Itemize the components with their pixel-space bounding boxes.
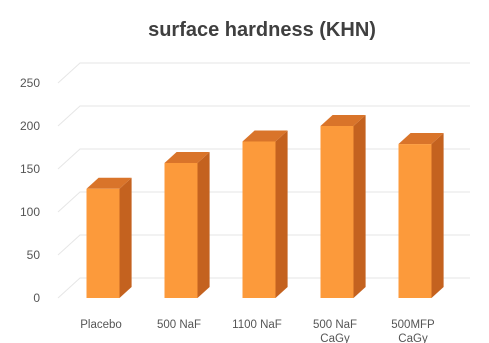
y-tick-label: 150 [20,162,40,176]
bar-side [120,178,132,298]
y-tick-label: 50 [27,248,41,262]
bars [87,115,444,298]
bar [87,178,132,298]
y-tick-label: 250 [20,76,40,90]
x-tick-label: 500MFP CaGy [391,319,435,343]
x-tick-label-line: CaGy [398,333,428,343]
x-tick-label-line: 500MFP [391,319,435,331]
bar-front [243,141,276,298]
y-axis-ticks: 0 50 100 150 200 250 [20,76,40,305]
bar-side [276,130,288,298]
chart-title: surface hardness (KHN) [148,19,376,41]
bar-side [198,152,210,298]
bar [399,133,444,298]
bar-side [432,133,444,298]
x-tick-label: 500 NaF [157,319,201,331]
bar [165,152,210,298]
gridline [58,106,470,126]
y-tick-label: 100 [20,205,40,219]
x-axis-labels: Placebo 500 NaF 1100 NaF 500 NaF CaGy 500MFP C… [80,319,435,343]
x-tick-label-line: 500 NaF [313,319,357,331]
bar [243,130,288,298]
x-tick-label-line: 500 NaF [157,319,201,331]
x-tick-label: Placebo [80,319,122,331]
bar-side [354,115,366,298]
y-tick-label: 200 [20,119,40,133]
x-tick-label-line: 1100 NaF [232,319,282,331]
bar-front [165,163,198,298]
x-tick-label-line: CaGy [320,333,350,343]
x-tick-label: 1100 NaF [232,319,282,331]
x-tick-label-line: Placebo [80,319,122,331]
bar-front [87,189,120,298]
gridline [58,63,470,83]
bar-front [399,144,432,298]
y-tick-label: 0 [33,291,40,305]
bar-front [321,126,354,298]
x-tick-label: 500 NaF CaGy [313,319,357,343]
bar [321,115,366,298]
